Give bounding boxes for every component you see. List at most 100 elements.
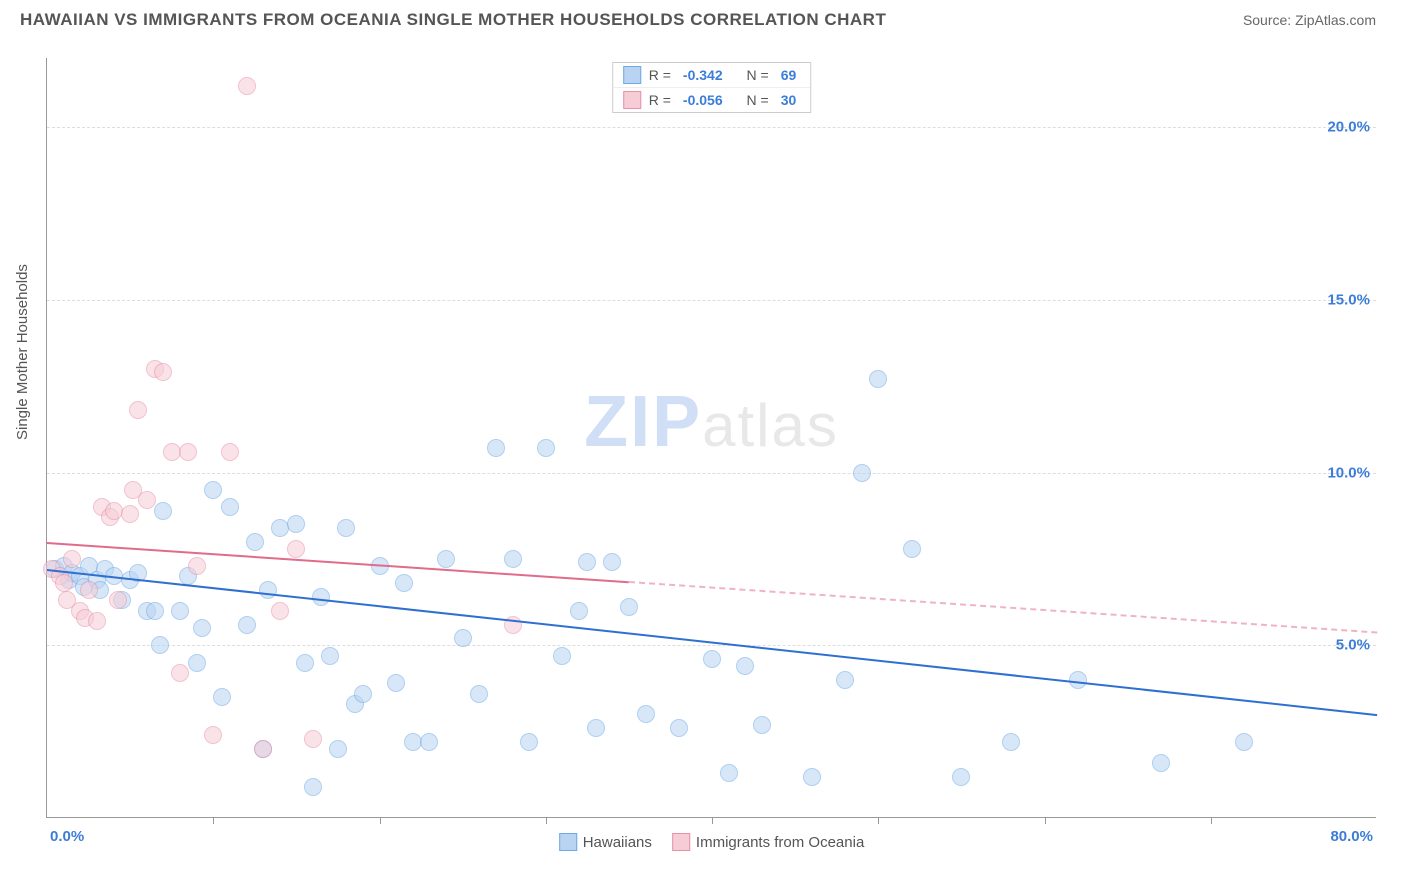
data-point [121, 505, 139, 523]
x-tick [878, 817, 879, 824]
legend-label: Immigrants from Oceania [696, 834, 864, 851]
data-point [171, 664, 189, 682]
data-point [63, 550, 81, 568]
data-point [129, 401, 147, 419]
chart-source: Source: ZipAtlas.com [1243, 12, 1376, 28]
data-point [259, 581, 277, 599]
data-point [154, 363, 172, 381]
data-point [387, 674, 405, 692]
data-point [395, 574, 413, 592]
data-point [88, 612, 106, 630]
legend-item: Hawaiians [559, 833, 652, 851]
data-point [470, 685, 488, 703]
data-point [504, 550, 522, 568]
series-swatch [623, 66, 641, 84]
data-point [537, 439, 555, 457]
series-swatch [623, 91, 641, 109]
data-point [487, 439, 505, 457]
data-point [404, 733, 422, 751]
data-point [221, 498, 239, 516]
x-tick [712, 817, 713, 824]
gridline [47, 127, 1376, 128]
gridline [47, 645, 1376, 646]
trend-line [47, 569, 1377, 716]
data-point [221, 443, 239, 461]
trend-line [629, 581, 1377, 634]
data-point [80, 581, 98, 599]
x-tick [380, 817, 381, 824]
y-tick-label: 15.0% [1327, 291, 1370, 308]
data-point [329, 740, 347, 758]
chart-header: HAWAIIAN VS IMMIGRANTS FROM OCEANIA SING… [0, 0, 1406, 30]
watermark: ZIPatlas [584, 381, 839, 463]
legend-label: Hawaiians [583, 834, 652, 851]
data-point [188, 557, 206, 575]
data-point [337, 519, 355, 537]
data-point [304, 730, 322, 748]
legend-item: Immigrants from Oceania [672, 833, 864, 851]
data-point [171, 602, 189, 620]
x-axis-max-label: 80.0% [1330, 828, 1373, 845]
data-point [553, 647, 571, 665]
data-point [952, 768, 970, 786]
x-axis-min-label: 0.0% [50, 828, 84, 845]
data-point [1235, 733, 1253, 751]
gridline [47, 473, 1376, 474]
data-point [287, 540, 305, 558]
data-point [354, 685, 372, 703]
y-tick-label: 10.0% [1327, 464, 1370, 481]
data-point [620, 598, 638, 616]
data-point [179, 443, 197, 461]
data-point [154, 502, 172, 520]
data-point [109, 591, 127, 609]
gridline [47, 300, 1376, 301]
x-tick [1211, 817, 1212, 824]
data-point [163, 443, 181, 461]
data-point [204, 726, 222, 744]
data-point [204, 481, 222, 499]
data-point [1002, 733, 1020, 751]
data-point [520, 733, 538, 751]
correlation-stats-box: R = -0.342 N = 69 R = -0.056 N = 30 [612, 62, 812, 113]
data-point [238, 77, 256, 95]
data-point [603, 553, 621, 571]
data-point [238, 616, 256, 634]
data-point [454, 629, 472, 647]
data-point [637, 705, 655, 723]
data-point [193, 619, 211, 637]
data-point [903, 540, 921, 558]
x-tick [213, 817, 214, 824]
data-point [570, 602, 588, 620]
y-axis-title: Single Mother Households [14, 264, 31, 440]
data-point [836, 671, 854, 689]
y-tick-label: 5.0% [1336, 637, 1370, 654]
scatter-plot-area: ZIPatlas R = -0.342 N = 69 R = -0.056 N … [46, 58, 1376, 818]
data-point [578, 553, 596, 571]
data-point [420, 733, 438, 751]
data-point [146, 602, 164, 620]
data-point [720, 764, 738, 782]
data-point [55, 574, 73, 592]
data-point [188, 654, 206, 672]
data-point [213, 688, 231, 706]
data-point [105, 502, 123, 520]
data-point [869, 370, 887, 388]
data-point [753, 716, 771, 734]
chart-title: HAWAIIAN VS IMMIGRANTS FROM OCEANIA SING… [20, 10, 886, 30]
data-point [296, 654, 314, 672]
data-point [246, 533, 264, 551]
data-point [437, 550, 455, 568]
data-point [312, 588, 330, 606]
data-point [151, 636, 169, 654]
data-point [803, 768, 821, 786]
series-swatch [672, 833, 690, 851]
data-point [254, 740, 272, 758]
stats-row: R = -0.056 N = 30 [613, 87, 811, 112]
data-point [736, 657, 754, 675]
x-tick [1045, 817, 1046, 824]
x-tick [546, 817, 547, 824]
legend: Hawaiians Immigrants from Oceania [559, 833, 865, 851]
data-point [287, 515, 305, 533]
y-tick-label: 20.0% [1327, 119, 1370, 136]
data-point [321, 647, 339, 665]
